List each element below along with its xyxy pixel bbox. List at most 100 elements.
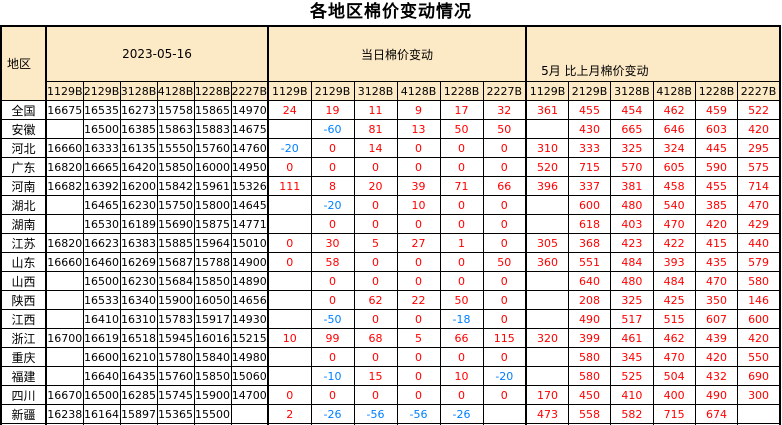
price-cell: 15684	[156, 271, 195, 291]
region-cell: 河北	[0, 138, 47, 158]
daily-change-cell: -20	[482, 366, 527, 386]
daily-change-cell: -56	[353, 404, 398, 424]
daily-change-cell: 8	[310, 176, 355, 196]
grade-header: 2227B	[482, 81, 527, 101]
monthly-change-cell: 515	[652, 309, 696, 329]
monthly-change-cell: 473	[525, 404, 569, 424]
daily-change-cell: -10	[310, 366, 355, 386]
daily-change-cell: -60	[310, 119, 355, 139]
price-cell: 15745	[156, 385, 195, 405]
region-column-header: 地区	[0, 25, 47, 101]
daily-change-cell: 24	[267, 100, 312, 120]
price-cell	[230, 404, 269, 424]
price-cell	[45, 214, 84, 234]
price-cell: 16340	[119, 290, 158, 310]
section-header-row: 地区 2023-05-16 当日棉价变动 5月 比上月棉价变动	[0, 25, 781, 101]
price-cell: 14890	[230, 271, 269, 291]
price-cell: 16530	[82, 214, 121, 234]
monthly-change-cell: 403	[610, 214, 654, 234]
monthly-change-cell: 540	[652, 195, 696, 215]
daily-change-cell: -20	[310, 195, 355, 215]
grade-header: 1228B	[694, 81, 739, 101]
monthly-change-cell	[525, 195, 569, 215]
monthly-change-cell: 458	[652, 176, 696, 196]
price-cell: 16600	[82, 347, 121, 367]
table-row: 江西 16410 16310 15783 15917 14930 -50 0 0 -18 0 490 5…	[0, 309, 781, 329]
daily-change-cell	[267, 271, 312, 291]
table-row: 山西 16500 16230 15684 15850 14890 0 0 0 0 0 640 480 48…	[0, 271, 781, 291]
grade-header: 4128B	[652, 81, 696, 101]
monthly-change-cell: 320	[525, 328, 569, 348]
price-cell: 15945	[156, 328, 195, 348]
daily-change-cell	[267, 119, 312, 139]
monthly-change-cell: 575	[737, 157, 781, 177]
daily-change-cell: 0	[396, 157, 441, 177]
daily-change-cell: 5	[396, 328, 441, 348]
price-cell: 16619	[82, 328, 121, 348]
daily-change-cell: 0	[396, 309, 441, 329]
region-cell: 山西	[0, 271, 47, 291]
daily-change-cell	[267, 309, 312, 329]
daily-change-cell	[267, 366, 312, 386]
daily-change-cell: 66	[482, 176, 527, 196]
monthly-change-cell: 484	[610, 252, 654, 272]
daily-change-cell: 50	[482, 119, 527, 139]
daily-change-cell: -18	[439, 309, 484, 329]
price-cell: 16623	[82, 233, 121, 253]
monthly-change-cell: 484	[652, 271, 696, 291]
daily-change-cell: 13	[396, 119, 441, 139]
price-cell: 16135	[119, 138, 158, 158]
monthly-change-cell: 305	[525, 233, 569, 253]
price-cell: 15885	[156, 233, 195, 253]
daily-change-cell: 5	[353, 233, 398, 253]
price-cell: 16210	[119, 347, 158, 367]
price-cell: 14980	[230, 347, 269, 367]
daily-change-cell: 0	[482, 195, 527, 215]
price-cell: 15850	[156, 157, 195, 177]
daily-change-cell: 1	[439, 233, 484, 253]
table-row: 福建 16640 16435 15760 15850 15060 -10 15 0 10 -20 58…	[0, 366, 781, 386]
monthly-change-cell: 420	[737, 328, 781, 348]
monthly-change-cell: 665	[610, 119, 654, 139]
monthly-change-cell: 420	[694, 347, 739, 367]
monthly-change-cell: 399	[567, 328, 612, 348]
price-cell	[45, 271, 84, 291]
monthly-change-cell: 504	[652, 366, 696, 386]
monthly-change-cell: 325	[610, 290, 654, 310]
price-cell: 16700	[45, 328, 84, 348]
price-cell: 15863	[156, 119, 195, 139]
region-cell: 江西	[0, 309, 47, 329]
table-row: 陕西 16533 16340 15900 16050 14656 0 62 22 50 0 208 32…	[0, 290, 781, 310]
table-row: 湖北 16465 16230 15750 15800 14645 -20 0 10 0 0 600 48…	[0, 195, 781, 215]
price-cell: 15758	[156, 100, 195, 120]
monthly-change-cell: 450	[567, 385, 612, 405]
price-cell: 14700	[230, 385, 269, 405]
daily-change-cell: 66	[439, 328, 484, 348]
monthly-change-cell: 461	[610, 328, 654, 348]
price-cell: 16670	[45, 385, 84, 405]
table-row: 河南 16682 16392 16200 15842 15961 15326 111 8 20 39…	[0, 176, 781, 196]
monthly-change-cell: 520	[525, 157, 569, 177]
daily-change-cell: 0	[310, 385, 355, 405]
price-cell: 16285	[119, 385, 158, 405]
daily-change-cell: 17	[439, 100, 484, 120]
daily-change-cell: 19	[310, 100, 355, 120]
grade-header-row: 1129B 2129B 3128B 4128B 1228B 2227B 1129B 2129B…	[1, 81, 781, 101]
grade-header: 2227B	[737, 81, 781, 101]
price-cell	[45, 119, 84, 139]
daily-change-cell: 0	[439, 385, 484, 405]
monthly-change-cell: 295	[737, 138, 781, 158]
price-cell: 15780	[156, 347, 195, 367]
table-row: 山东 16660 16460 16269 15687 15788 14900 0 58 0 0 0 50…	[0, 252, 781, 272]
monthly-change-cell: 715	[652, 404, 696, 424]
daily-change-cell: 81	[353, 119, 398, 139]
daily-change-cell: 62	[353, 290, 398, 310]
grade-header: 1228B	[439, 81, 484, 101]
price-cell	[45, 309, 84, 329]
monthly-change-cell: 410	[610, 385, 654, 405]
daily-change-cell: 0	[353, 347, 398, 367]
daily-change-cell: -26	[310, 404, 355, 424]
monthly-change-cell: 480	[610, 195, 654, 215]
price-cell: 16333	[82, 138, 121, 158]
